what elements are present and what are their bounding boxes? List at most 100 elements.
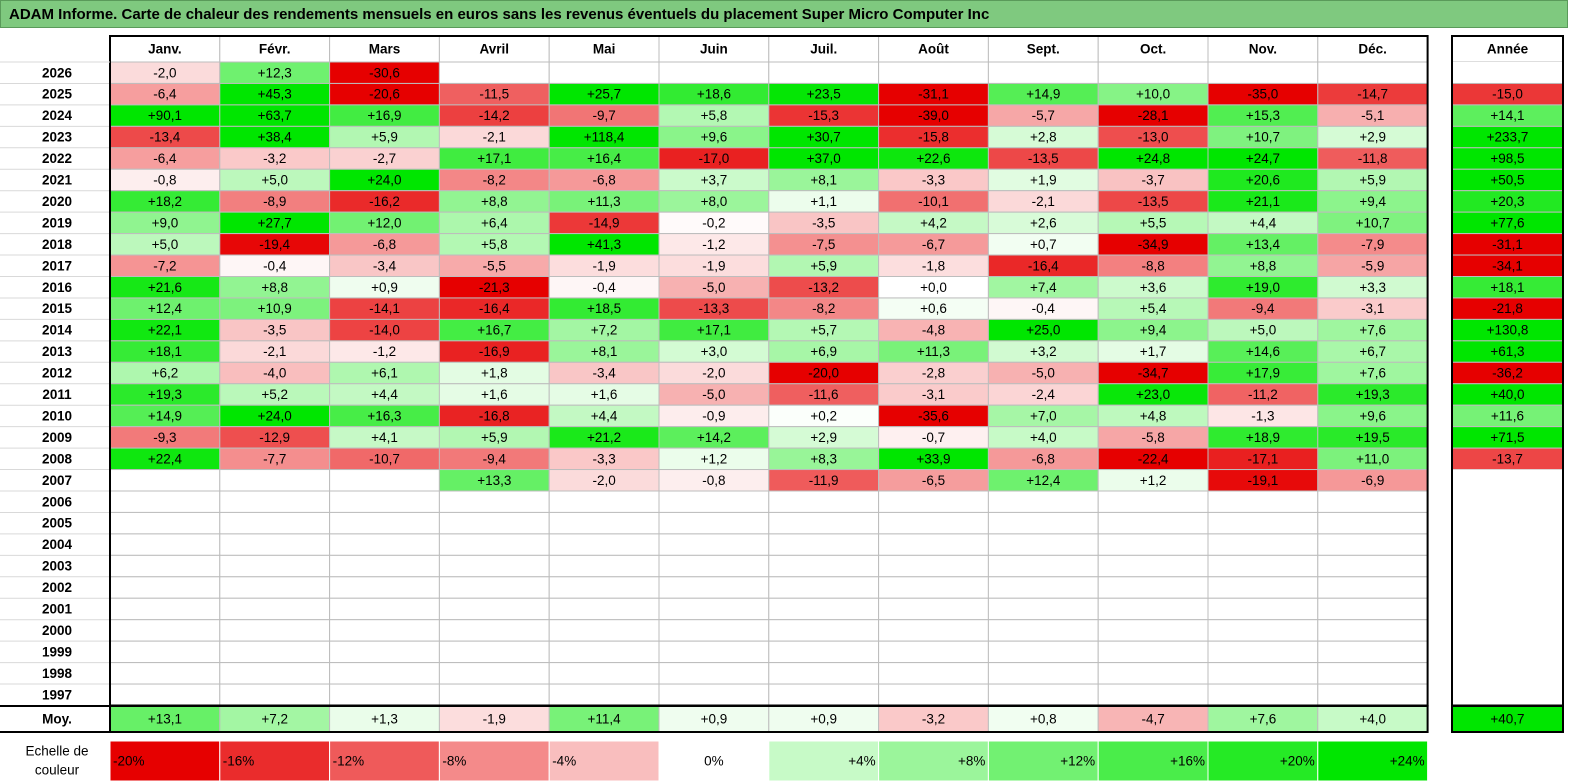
cell-value: +10,0 (1136, 87, 1170, 102)
heatmap-cell (1317, 490, 1429, 513)
heatmap-cell (548, 554, 660, 578)
cell-value: -6,4 (153, 87, 177, 102)
cell-value: -3,3 (592, 451, 615, 466)
cell-value: +10,7 (1356, 215, 1390, 230)
heatmap-cell (658, 490, 770, 513)
cell-value: -0,2 (702, 215, 725, 230)
cell-value: +7,4 (1030, 280, 1057, 295)
cell-value: +2,9 (810, 430, 837, 445)
scale-swatch (1207, 740, 1319, 782)
cell-value: -2,1 (483, 130, 506, 145)
heatmap-cell (438, 597, 550, 621)
cell-value: +1,6 (481, 387, 508, 402)
cell-value: -10,1 (918, 194, 949, 209)
scale-swatch (1317, 740, 1429, 782)
scale-swatch (329, 740, 440, 782)
cell-value: +5,8 (481, 237, 508, 252)
cell-value: +18,2 (148, 194, 182, 209)
cell-value: +17,1 (697, 323, 731, 338)
cell-value: -31,1 (918, 87, 949, 102)
heatmap-cell (1097, 619, 1209, 642)
heatmap-cell (768, 576, 880, 599)
cell-value: +90,1 (148, 108, 182, 123)
heatmap-cell (768, 533, 880, 556)
annual-value: +233,7 (1487, 130, 1529, 145)
cell-value: -20,0 (808, 366, 839, 381)
year-label: 2019 (42, 215, 72, 230)
cell-value: +14,9 (1026, 87, 1060, 102)
scale-label-value: -4% (552, 754, 576, 769)
scale-swatch (219, 740, 331, 782)
cell-value: +5,7 (810, 323, 837, 338)
cell-value: +5,5 (1140, 215, 1167, 230)
cell-value: +4,2 (920, 215, 947, 230)
cell-value: +13,4 (1246, 237, 1281, 252)
scale-label-value: -12% (333, 754, 365, 769)
cell-value: -19,4 (259, 237, 290, 252)
cell-value: -1,2 (373, 344, 396, 359)
cell-value: -16,4 (1028, 258, 1059, 273)
heatmap-cell (878, 490, 989, 513)
cell-value: -8,8 (1141, 258, 1164, 273)
heatmap-cell (109, 511, 221, 535)
cell-value: -3,5 (812, 215, 835, 230)
cell-value: -0,4 (592, 280, 616, 295)
year-label: 2002 (42, 580, 72, 595)
cell-value: +22,1 (148, 323, 182, 338)
cell-value: +4,8 (1140, 408, 1167, 423)
month-header: Mai (593, 42, 616, 57)
heatmap-cell (658, 511, 770, 535)
cell-value: -2,1 (1032, 194, 1055, 209)
cell-value: -13,5 (1138, 194, 1169, 209)
cell-value: -3,1 (1361, 301, 1384, 316)
cell-value: +8,1 (810, 173, 837, 188)
cell-value: -1,9 (592, 258, 615, 273)
year-label: 2010 (42, 408, 72, 423)
scale-label-value: 0% (704, 754, 724, 769)
cell-value: -10,7 (369, 451, 400, 466)
heatmap-cell (438, 683, 550, 706)
cell-value: +1,2 (701, 451, 728, 466)
cell-value: -5,5 (483, 258, 506, 273)
heatmap-cell (1207, 619, 1319, 642)
cell-value: -6,9 (1361, 473, 1384, 488)
heatmap-cell (987, 662, 1099, 685)
cell-value: -1,8 (922, 258, 945, 273)
heatmap-cell (438, 640, 550, 664)
annual-cell (1452, 598, 1563, 620)
average-row-border (109, 705, 1429, 733)
heatmap-cell (1207, 683, 1319, 706)
cell-value: +63,7 (258, 108, 292, 123)
heatmap-cell (219, 469, 331, 492)
heatmap-cell (548, 533, 660, 556)
average-cell (548, 705, 660, 733)
heatmap-cell (1097, 511, 1209, 535)
cell-value: +8,8 (261, 280, 288, 295)
average-label: Moy. (42, 712, 72, 727)
annual-value: -21,8 (1492, 301, 1523, 316)
heatmap-cell (329, 533, 440, 556)
month-header: Déc. (1358, 42, 1387, 57)
heatmap-cell (987, 554, 1099, 578)
cell-value: +15,3 (1246, 108, 1280, 123)
cell-value: +3,2 (1030, 344, 1057, 359)
cell-value: -39,0 (918, 108, 949, 123)
cell-value: +2,8 (1030, 130, 1057, 145)
heatmap-cell (768, 511, 880, 535)
year-label: 2008 (42, 451, 73, 466)
cell-value: -16,2 (369, 194, 400, 209)
cell-value: -14,1 (369, 301, 400, 316)
month-header-cell (768, 35, 880, 63)
cell-value: +4,1 (371, 430, 398, 445)
cell-value: -14,9 (589, 215, 620, 230)
annual-cell (1452, 533, 1563, 556)
cell-value: -9,3 (153, 430, 176, 445)
cell-value: +14,6 (1246, 344, 1280, 359)
annual-cell (1452, 512, 1563, 534)
average-value: +13,1 (148, 712, 182, 727)
annual-value: -31,1 (1492, 237, 1523, 252)
cell-value: +16,4 (587, 151, 622, 166)
heatmap-cell (1317, 619, 1429, 642)
average-value: -4,7 (1141, 712, 1164, 727)
scale-label: Echelle de (25, 744, 88, 759)
